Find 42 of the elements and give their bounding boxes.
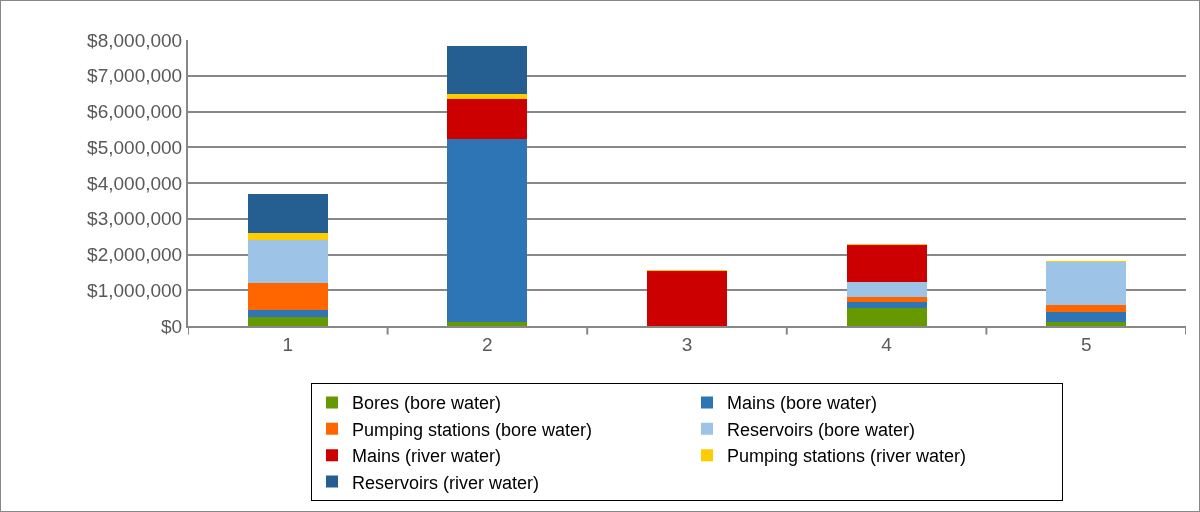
y-tick-label: $7,000,000 (87, 65, 183, 87)
y-tick-label: $6,000,000 (87, 101, 183, 123)
bar (1046, 311, 1127, 323)
bar (247, 317, 328, 326)
bar (1046, 322, 1127, 326)
y-tick-label: $3,000,000 (87, 208, 183, 230)
bar (447, 139, 528, 323)
bar (447, 93, 528, 99)
y-tick-label: $8,000,000 (87, 29, 183, 51)
x-tick-label: 1 (282, 333, 294, 355)
legend-label: Bores (bore water) (352, 393, 502, 414)
y-tick-label: $0 (161, 315, 183, 337)
x-tick-label: 3 (681, 333, 693, 355)
bar (447, 322, 528, 326)
bar (846, 244, 927, 283)
x-tick-label: 4 (881, 333, 893, 355)
bar (247, 240, 328, 284)
legend-label: Mains (river water) (352, 446, 502, 467)
legend-label: Reservoirs (bore water) (727, 419, 916, 440)
y-tick-label: $1,000,000 (87, 279, 183, 301)
legend-label: Reservoirs (river water) (352, 472, 540, 493)
bar (247, 309, 328, 318)
x-tick-label: 5 (1080, 333, 1092, 355)
legend-label: Pumping stations (river water) (727, 446, 967, 467)
bar (846, 282, 927, 298)
y-tick-label: $5,000,000 (87, 136, 183, 158)
y-tick-label: $4,000,000 (87, 172, 183, 194)
bar (846, 297, 927, 302)
bar (447, 98, 528, 140)
y-tick-label: $2,000,000 (87, 244, 183, 266)
bar (247, 194, 328, 233)
bar (1046, 262, 1127, 305)
bar (647, 271, 727, 326)
x-tick-label: 2 (482, 333, 493, 355)
legend-label: Pumping stations (bore water) (352, 419, 593, 440)
bar (247, 283, 328, 310)
bar (1046, 304, 1127, 312)
bar (846, 301, 927, 309)
bar (247, 232, 328, 241)
bar (846, 308, 927, 326)
bar (447, 46, 528, 94)
legend-label: Mains (bore water) (727, 393, 878, 414)
